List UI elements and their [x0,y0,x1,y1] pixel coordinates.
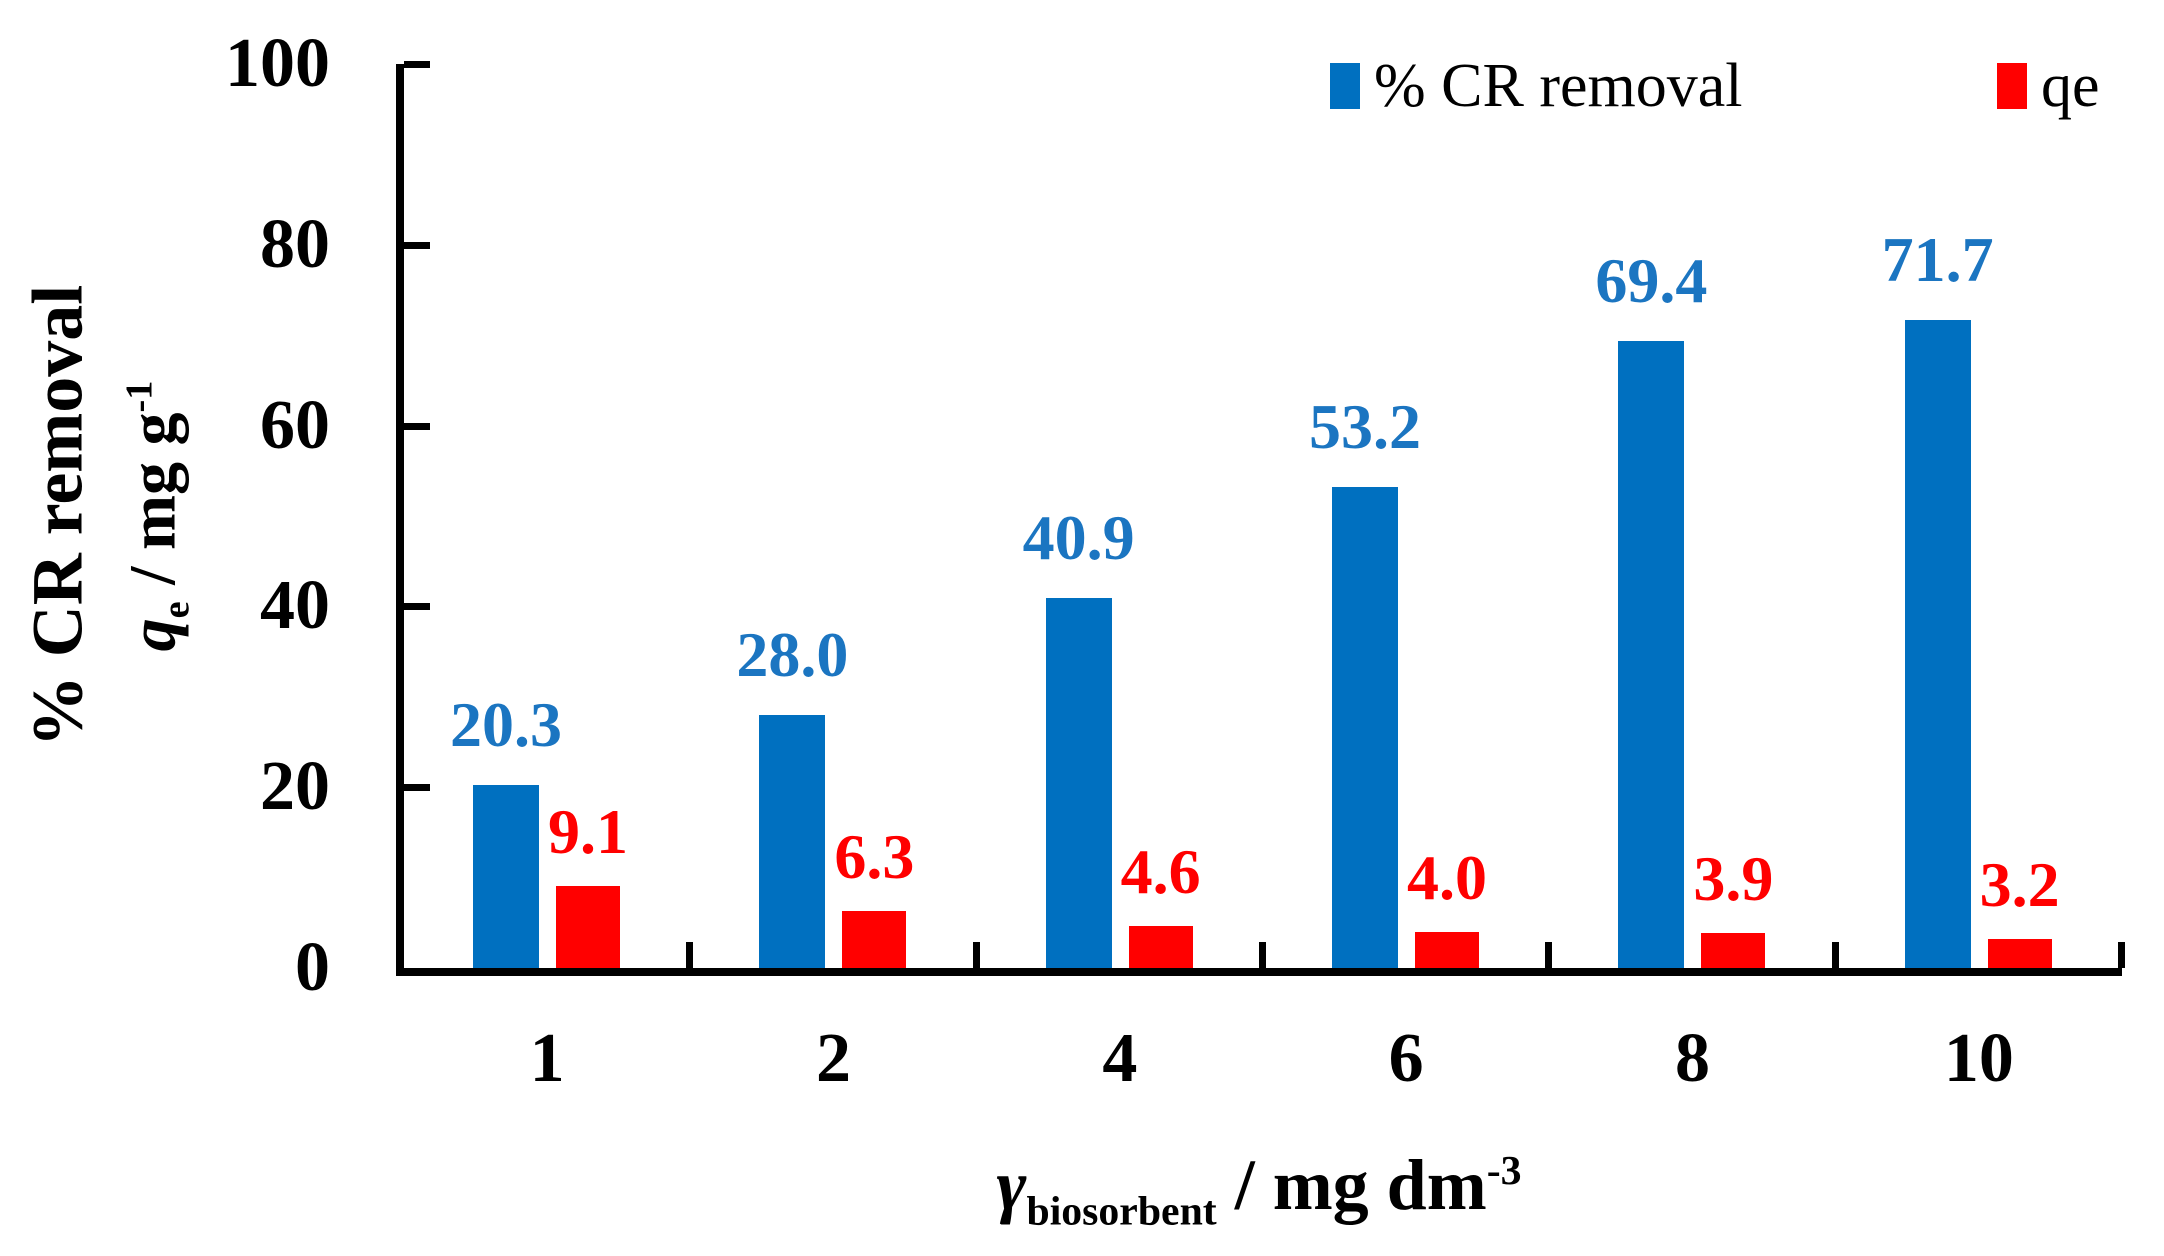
bar-qe-2 [842,911,907,968]
bar-cr-removal-8 [1618,340,1685,968]
data-label-cr-removal-1: 20.3 [450,688,562,760]
bar-cr-removal-4 [1045,598,1112,968]
data-label-cr-removal-6: 53.2 [1309,391,1421,463]
x-tick-label-4: 4 [1102,1020,1138,1097]
data-label-qe-10: 3.2 [1979,849,2060,921]
legend-label-qe: qe [2041,52,2100,120]
bar-qe-8 [1701,932,1766,968]
y-axis-title-line1: % CR removal [17,284,98,748]
legend-item-cr-removal: % CR removal [1330,54,1743,118]
bar-qe-1 [556,885,620,968]
y-axis-tick [404,61,430,68]
data-label-qe-2: 6.3 [834,821,915,893]
bar-cr-removal-1 [473,784,539,968]
y-axis-tick [404,603,430,611]
x-axis-tick [1545,942,1553,968]
x-axis-tick [972,942,980,968]
y-tick-label-40: 40 [260,567,330,645]
plot-area: 20.3 28.0 40.9 53.2 69.4 71.7 9.1 6.3 4.6 4.0 3.9 3… [396,61,2125,976]
data-label-qe-1: 9.1 [548,795,628,867]
x-axis-tick [1259,942,1266,968]
y-tick-label-20: 20 [260,748,330,826]
data-label-cr-removal-4: 40.9 [1022,502,1135,574]
y-axis-tick [404,784,430,792]
data-label-cr-removal-8: 69.4 [1595,244,1708,316]
legend-swatch-qe [1997,63,2027,109]
data-label-qe-8: 3.9 [1693,842,1774,914]
bar-cr-removal-6 [1332,487,1398,968]
gamma-symbol: γ [996,1145,1027,1225]
data-label-cr-removal-2: 28.0 [736,618,849,690]
x-axis-tick [2118,942,2125,968]
y-axis-tick [404,241,430,249]
data-label-qe-6: 4.0 [1407,841,1487,913]
bar-qe-10 [1987,939,2052,968]
y-axis-title: % CR removal qe / mg g-1 [16,285,217,748]
bar-cr-removal-2 [759,714,826,968]
legend-item-qe: qe [1997,54,2100,118]
legend-label-cr-removal: % CR removal [1374,52,1743,120]
data-label-qe-4: 4.6 [1120,836,1201,908]
x-axis-title: γbiosorbent / mg dm-3 [996,1145,1522,1235]
y-axis-tick [404,422,430,430]
bar-qe-6 [1415,931,1479,968]
bar-cr-removal-10 [1904,319,1971,968]
x-tick-label-10: 10 [1943,1020,2014,1097]
data-label-cr-removal-10: 71.7 [1881,223,1994,295]
y-tick-label-80: 80 [260,205,330,283]
x-tick-label-1: 1 [529,1020,565,1097]
x-tick-label-6: 6 [1388,1020,1424,1097]
x-tick-label-2: 2 [816,1020,851,1097]
x-axis-tick [686,942,694,968]
x-axis-tick [1831,942,1839,968]
y-tick-label-100: 100 [225,25,330,102]
bar-qe-4 [1128,926,1193,968]
legend-swatch-cr-removal [1330,63,1360,109]
x-tick-label-8: 8 [1675,1020,1710,1097]
y-tick-label-60: 60 [260,386,330,464]
y-axis-title-line2: qe / mg g-1 [116,380,198,652]
y-tick-label-0: 0 [295,929,330,1006]
